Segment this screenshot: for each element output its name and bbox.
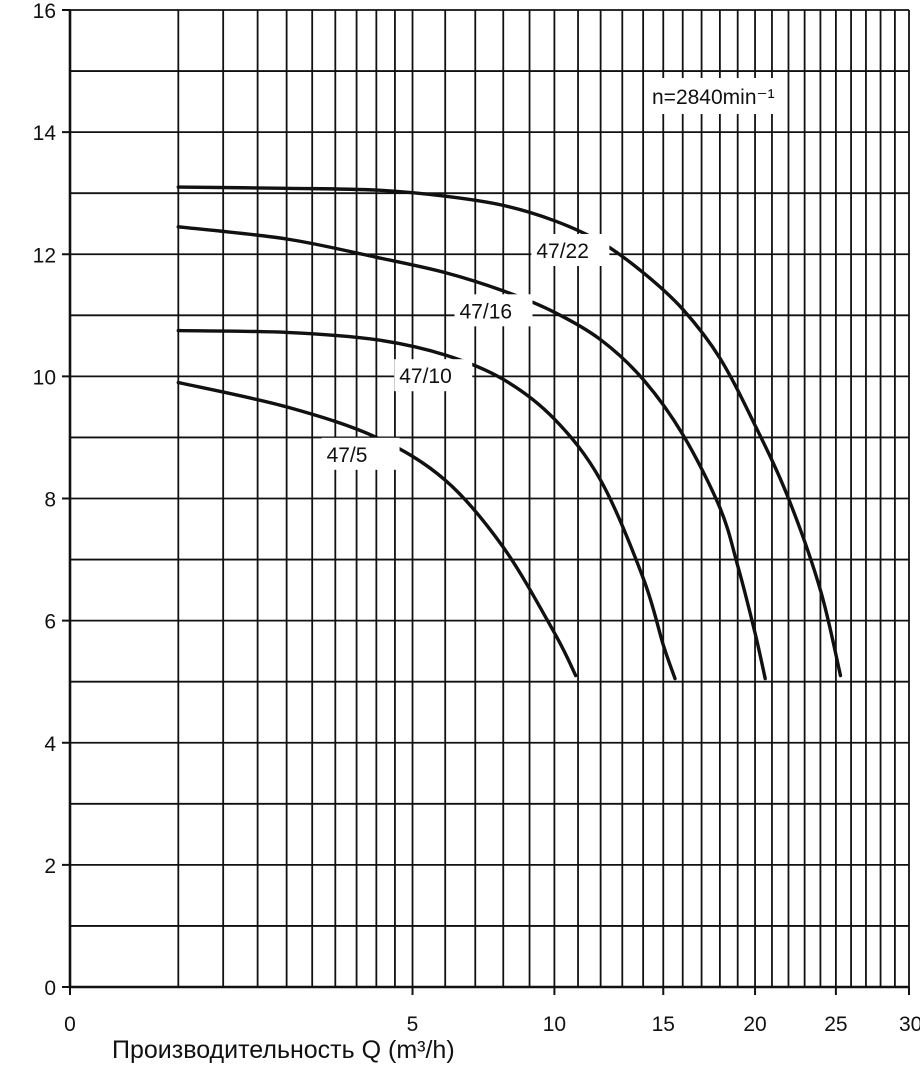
series-labels: 47/22 47/16 47/10 47/5 [321, 234, 610, 470]
x-tick-label: 0 [64, 1013, 76, 1036]
x-tick-label: 30 [899, 1013, 920, 1036]
grid [70, 10, 909, 987]
speed-annotation: n=2840min⁻¹ [652, 86, 775, 109]
series-label-47-10: 47/10 [399, 365, 452, 388]
y-tick-label: 12 [33, 244, 56, 267]
x-tick-labels: 0 5 10 15 20 25 30 [64, 987, 920, 1036]
series-line-47-10 [176, 328, 677, 681]
y-tick-label: 2 [44, 855, 56, 878]
speed-annotation-background [646, 78, 782, 114]
y-tick-label: 14 [33, 122, 57, 145]
series-label-background [394, 359, 473, 392]
series-line-47-22 [176, 185, 843, 678]
series-label-47-5: 47/5 [327, 444, 368, 467]
x-tick-label: 20 [743, 1013, 766, 1036]
y-tick-label: 0 [44, 977, 56, 1000]
x-tick-label: 10 [543, 1013, 566, 1036]
series-label-background [454, 294, 533, 327]
y-tick-label: 8 [44, 489, 56, 512]
series-label-background [531, 234, 610, 267]
y-tick-label: 4 [44, 733, 56, 756]
y-tick-labels: 0 2 4 6 8 10 12 14 16 [33, 0, 70, 1000]
x-tick-label: 15 [652, 1013, 675, 1036]
x-tick-label: 5 [407, 1013, 419, 1036]
series-line-47-5 [176, 380, 578, 678]
x-tick-label: 25 [824, 1013, 847, 1036]
x-axis-label: Производительность Q (m³/h) [112, 1036, 455, 1064]
series-label-47-22: 47/22 [536, 240, 589, 263]
y-tick-label: 10 [33, 366, 56, 389]
series-lines [176, 185, 843, 681]
series-label-background [321, 437, 400, 470]
series-label-47-16: 47/16 [460, 300, 513, 323]
series-line-47-16 [176, 225, 767, 681]
y-tick-label: 16 [33, 0, 56, 23]
y-tick-label: 6 [44, 611, 56, 634]
